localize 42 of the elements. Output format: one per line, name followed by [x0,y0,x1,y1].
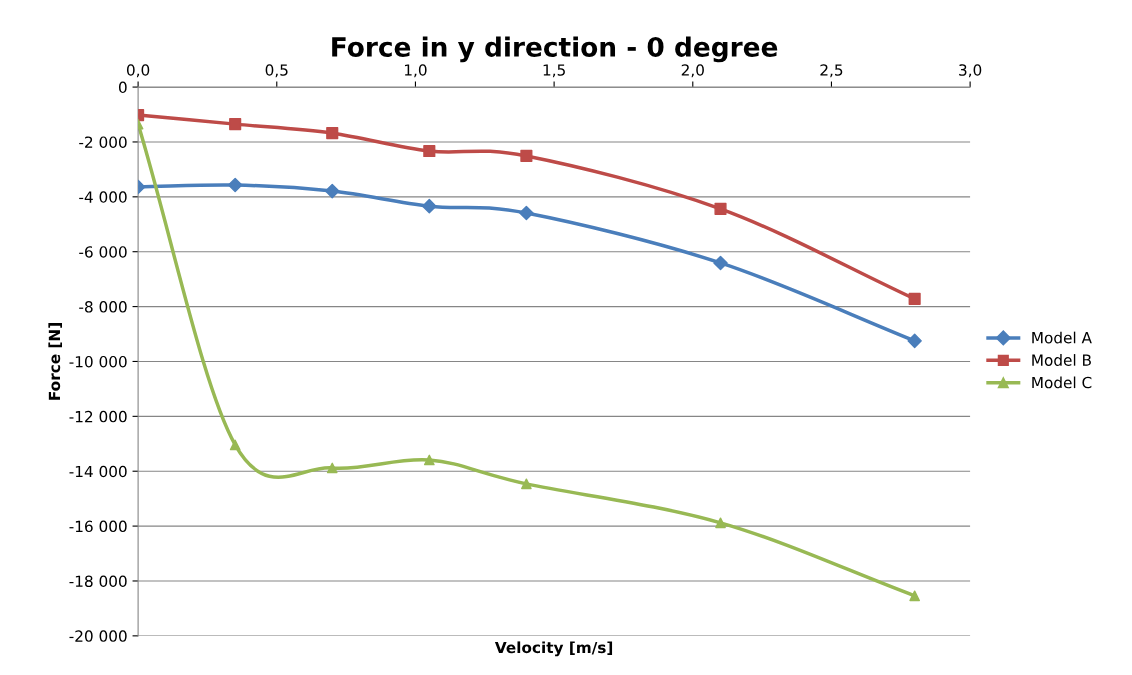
x-tick-label: 2,5 [820,64,843,78]
y-tick-label: -8 000 [79,301,127,313]
point [324,183,340,199]
point [519,205,534,221]
point [520,149,533,163]
point [229,118,242,131]
legend-label: Model B [1032,354,1091,366]
x-tick-label: 1,0 [404,64,427,78]
point [326,127,339,140]
point [714,202,727,215]
point [909,590,921,602]
legend-label: Model C [1032,376,1092,389]
point [715,517,726,529]
x-tick-label: 3,0 [959,64,982,78]
x-tick-label: 2,0 [681,64,704,78]
legend-label: Model A [1032,331,1092,344]
x-tick-label: 1,5 [543,64,565,78]
y-tick-label: -20 000 [69,630,127,642]
y-tick-label: -4 000 [79,191,127,203]
y-tick-label: -6 000 [79,246,127,258]
point [423,454,435,466]
point [422,198,437,214]
point [908,292,921,305]
point [423,144,436,158]
point [326,462,338,474]
chart-title: Force in y direction - 0 degree [332,36,778,63]
x-axis-title: Velocity [m/s] [494,641,613,657]
y-tick-label: -10 000 [69,355,127,368]
point [229,439,241,451]
y-tick-label: 0 [118,81,127,94]
point [713,255,728,271]
point [227,177,243,193]
x-tick-label: 0,5 [265,64,288,78]
y-tick-label: -2 000 [79,136,127,148]
y-tick-label: -18 000 [69,575,127,587]
y-tick-label: -16 000 [69,520,127,533]
y-axis-title: Force [N] [48,323,62,400]
y-tick-label: -14 000 [69,465,127,478]
x-tick-label: 0,0 [126,64,150,78]
y-tick-label: -12 000 [69,410,127,423]
point [521,478,532,490]
point [907,333,922,349]
